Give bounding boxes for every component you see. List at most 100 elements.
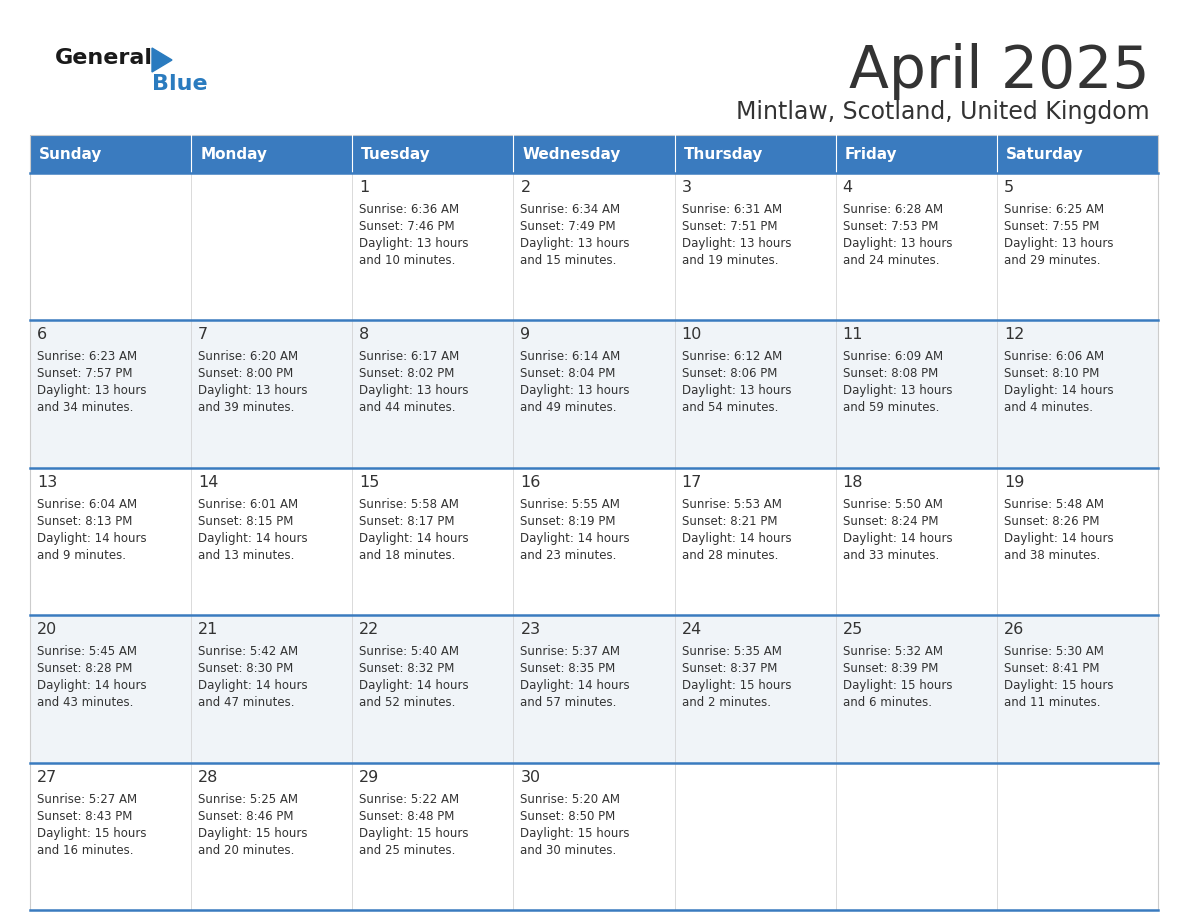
Text: and 49 minutes.: and 49 minutes.: [520, 401, 617, 414]
Text: Sunset: 8:41 PM: Sunset: 8:41 PM: [1004, 662, 1099, 676]
Text: and 10 minutes.: and 10 minutes.: [359, 254, 456, 267]
Text: Daylight: 14 hours: Daylight: 14 hours: [520, 532, 630, 544]
Text: Daylight: 13 hours: Daylight: 13 hours: [359, 237, 469, 250]
Text: 27: 27: [37, 769, 57, 785]
Text: and 57 minutes.: and 57 minutes.: [520, 696, 617, 710]
Text: and 52 minutes.: and 52 minutes.: [359, 696, 456, 710]
Text: Daylight: 14 hours: Daylight: 14 hours: [842, 532, 953, 544]
Text: and 28 minutes.: and 28 minutes.: [682, 549, 778, 562]
Bar: [191, 615, 353, 763]
Text: 16: 16: [520, 475, 541, 490]
Text: Sunset: 8:43 PM: Sunset: 8:43 PM: [37, 810, 132, 823]
Text: Daylight: 15 hours: Daylight: 15 hours: [198, 826, 308, 840]
Bar: [675, 615, 835, 763]
Bar: [997, 468, 1158, 615]
Text: Sunday: Sunday: [39, 147, 102, 162]
Text: Sunrise: 6:14 AM: Sunrise: 6:14 AM: [520, 351, 620, 364]
Text: 12: 12: [1004, 328, 1024, 342]
Bar: [997, 135, 1158, 173]
Text: Sunrise: 6:20 AM: Sunrise: 6:20 AM: [198, 351, 298, 364]
Text: Sunset: 8:00 PM: Sunset: 8:00 PM: [198, 367, 293, 380]
Bar: [513, 763, 675, 910]
Text: Sunset: 8:48 PM: Sunset: 8:48 PM: [359, 810, 455, 823]
Bar: [997, 763, 1158, 910]
Text: Daylight: 13 hours: Daylight: 13 hours: [37, 385, 146, 397]
Text: Sunset: 8:21 PM: Sunset: 8:21 PM: [682, 515, 777, 528]
Text: 7: 7: [198, 328, 208, 342]
Text: Sunrise: 6:04 AM: Sunrise: 6:04 AM: [37, 498, 137, 510]
Bar: [675, 763, 835, 910]
Bar: [353, 615, 513, 763]
Text: Tuesday: Tuesday: [361, 147, 431, 162]
Text: 30: 30: [520, 769, 541, 785]
Text: and 30 minutes.: and 30 minutes.: [520, 844, 617, 856]
Text: Sunrise: 6:06 AM: Sunrise: 6:06 AM: [1004, 351, 1104, 364]
Bar: [353, 763, 513, 910]
Text: Daylight: 14 hours: Daylight: 14 hours: [682, 532, 791, 544]
Text: Thursday: Thursday: [683, 147, 763, 162]
Bar: [191, 173, 353, 320]
Text: and 13 minutes.: and 13 minutes.: [198, 549, 295, 562]
Bar: [353, 173, 513, 320]
Bar: [513, 615, 675, 763]
Text: Daylight: 15 hours: Daylight: 15 hours: [1004, 679, 1113, 692]
Text: 26: 26: [1004, 622, 1024, 637]
Text: 11: 11: [842, 328, 864, 342]
Text: and 33 minutes.: and 33 minutes.: [842, 549, 939, 562]
Text: Sunset: 8:06 PM: Sunset: 8:06 PM: [682, 367, 777, 380]
Text: Sunrise: 5:35 AM: Sunrise: 5:35 AM: [682, 645, 782, 658]
Text: Daylight: 15 hours: Daylight: 15 hours: [359, 826, 469, 840]
Text: Daylight: 15 hours: Daylight: 15 hours: [842, 679, 953, 692]
Bar: [513, 320, 675, 468]
Text: 5: 5: [1004, 180, 1015, 195]
Bar: [30, 763, 191, 910]
Bar: [835, 763, 997, 910]
Text: Sunrise: 5:55 AM: Sunrise: 5:55 AM: [520, 498, 620, 510]
Text: 14: 14: [198, 475, 219, 490]
Text: and 38 minutes.: and 38 minutes.: [1004, 549, 1100, 562]
Bar: [513, 135, 675, 173]
Text: and 9 minutes.: and 9 minutes.: [37, 549, 126, 562]
Text: Sunset: 7:49 PM: Sunset: 7:49 PM: [520, 220, 617, 233]
Text: Sunrise: 6:01 AM: Sunrise: 6:01 AM: [198, 498, 298, 510]
Text: Daylight: 13 hours: Daylight: 13 hours: [1004, 237, 1113, 250]
Text: and 4 minutes.: and 4 minutes.: [1004, 401, 1093, 414]
Text: Daylight: 13 hours: Daylight: 13 hours: [520, 237, 630, 250]
Text: Sunrise: 5:37 AM: Sunrise: 5:37 AM: [520, 645, 620, 658]
Text: Saturday: Saturday: [1006, 147, 1083, 162]
Text: Sunset: 8:26 PM: Sunset: 8:26 PM: [1004, 515, 1099, 528]
Text: 8: 8: [359, 328, 369, 342]
Bar: [353, 468, 513, 615]
Text: 29: 29: [359, 769, 379, 785]
Text: Daylight: 14 hours: Daylight: 14 hours: [37, 679, 146, 692]
Text: Sunset: 8:39 PM: Sunset: 8:39 PM: [842, 662, 939, 676]
Text: Sunrise: 5:25 AM: Sunrise: 5:25 AM: [198, 792, 298, 806]
Text: Sunset: 7:57 PM: Sunset: 7:57 PM: [37, 367, 133, 380]
Text: Daylight: 13 hours: Daylight: 13 hours: [842, 385, 953, 397]
Text: and 23 minutes.: and 23 minutes.: [520, 549, 617, 562]
Text: 25: 25: [842, 622, 862, 637]
Text: Sunset: 7:46 PM: Sunset: 7:46 PM: [359, 220, 455, 233]
Text: Sunrise: 6:34 AM: Sunrise: 6:34 AM: [520, 203, 620, 216]
Text: Sunrise: 5:45 AM: Sunrise: 5:45 AM: [37, 645, 137, 658]
Text: Sunrise: 5:27 AM: Sunrise: 5:27 AM: [37, 792, 137, 806]
Text: and 39 minutes.: and 39 minutes.: [198, 401, 295, 414]
Text: and 24 minutes.: and 24 minutes.: [842, 254, 940, 267]
Text: and 20 minutes.: and 20 minutes.: [198, 844, 295, 856]
Text: 6: 6: [37, 328, 48, 342]
Text: 1: 1: [359, 180, 369, 195]
Text: Sunset: 8:10 PM: Sunset: 8:10 PM: [1004, 367, 1099, 380]
Text: 22: 22: [359, 622, 379, 637]
Text: Blue: Blue: [152, 74, 208, 94]
Text: Sunrise: 5:42 AM: Sunrise: 5:42 AM: [198, 645, 298, 658]
Text: Daylight: 15 hours: Daylight: 15 hours: [520, 826, 630, 840]
Text: and 11 minutes.: and 11 minutes.: [1004, 696, 1100, 710]
Polygon shape: [152, 48, 172, 72]
Text: and 54 minutes.: and 54 minutes.: [682, 401, 778, 414]
Text: 21: 21: [198, 622, 219, 637]
Text: and 47 minutes.: and 47 minutes.: [198, 696, 295, 710]
Text: and 44 minutes.: and 44 minutes.: [359, 401, 456, 414]
Text: Sunset: 8:35 PM: Sunset: 8:35 PM: [520, 662, 615, 676]
Bar: [997, 615, 1158, 763]
Text: Sunrise: 6:31 AM: Sunrise: 6:31 AM: [682, 203, 782, 216]
